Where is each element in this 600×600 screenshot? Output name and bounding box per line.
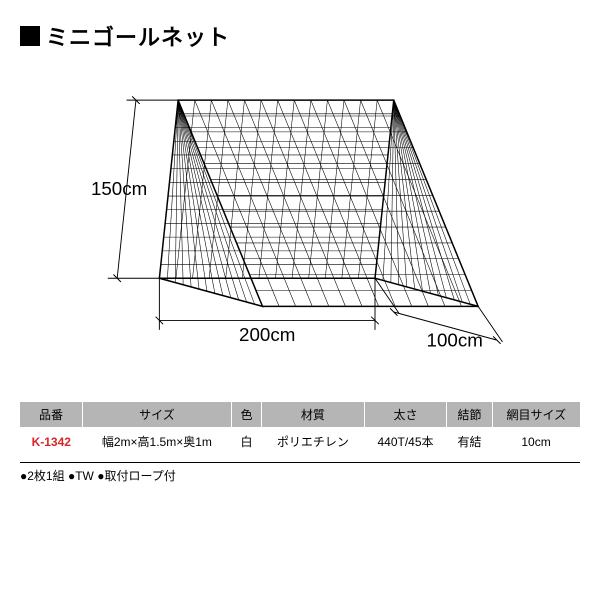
- title-row: ミニゴールネット: [20, 20, 580, 52]
- col-material: 材質: [262, 402, 364, 427]
- page-title: ミニゴールネット: [46, 20, 230, 52]
- goal-diagram: 150cm 200cm 100cm: [60, 72, 540, 372]
- diagram-container: 150cm 200cm 100cm: [20, 72, 580, 372]
- col-model: 品番: [20, 402, 83, 427]
- cell-material: ポリエチレン: [262, 427, 364, 456]
- title-square-icon: [20, 26, 40, 46]
- cell-color: 白: [231, 427, 261, 456]
- col-thickness: 太さ: [364, 402, 447, 427]
- note-item: TW: [68, 469, 94, 483]
- col-mesh: 網目サイズ: [492, 402, 580, 427]
- svg-text:200cm: 200cm: [239, 324, 295, 345]
- spec-table: 品番 サイズ 色 材質 太さ 結節 網目サイズ K-1342 幅2m×高1.5m…: [20, 402, 580, 456]
- note-item: 2枚1組: [20, 469, 65, 483]
- table-header-row: 品番 サイズ 色 材質 太さ 結節 網目サイズ: [20, 402, 580, 427]
- col-color: 色: [231, 402, 261, 427]
- col-knot: 結節: [447, 402, 492, 427]
- cell-mesh: 10cm: [492, 427, 580, 456]
- svg-text:150cm: 150cm: [91, 178, 147, 199]
- col-size: サイズ: [83, 402, 232, 427]
- notes-row: 2枚1組 TW 取付ロープ付: [20, 462, 580, 484]
- svg-text:100cm: 100cm: [427, 330, 483, 351]
- cell-thickness: 440T/45本: [364, 427, 447, 456]
- cell-size: 幅2m×高1.5m×奥1m: [83, 427, 232, 456]
- table-row: K-1342 幅2m×高1.5m×奥1m 白 ポリエチレン 440T/45本 有…: [20, 427, 580, 456]
- note-item: 取付ロープ付: [97, 469, 176, 483]
- cell-knot: 有結: [447, 427, 492, 456]
- cell-model: K-1342: [20, 427, 83, 456]
